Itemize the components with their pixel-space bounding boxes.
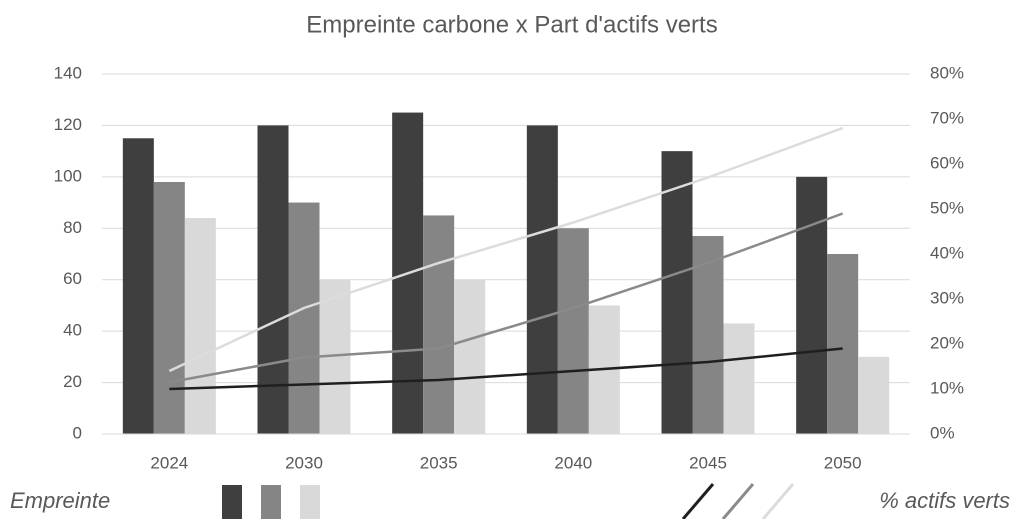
legend-line-key (721, 483, 755, 519)
legend-swatch (222, 485, 242, 519)
y-tick-label: 120 (54, 115, 82, 134)
bar (526, 125, 558, 434)
y-tick-label: 40 (63, 321, 82, 340)
bar (288, 202, 320, 434)
bar (827, 254, 859, 434)
x-tick-label: 2050 (824, 453, 862, 472)
y-tick-label: 100 (54, 166, 82, 185)
bar (661, 151, 693, 434)
legend-line-key (761, 483, 795, 519)
y2-tick-label: 40% (930, 243, 964, 262)
bar (257, 125, 289, 434)
bar (557, 228, 589, 434)
line (169, 347, 843, 391)
bar (796, 176, 828, 434)
bar (858, 356, 890, 434)
y2-tick-label: 30% (930, 288, 964, 307)
bar (122, 138, 154, 435)
x-tick-label: 2035 (420, 453, 458, 472)
legend-lines-label: % actifs verts (879, 488, 1010, 513)
x-tick-label: 2040 (554, 453, 592, 472)
y2-tick-label: 0% (930, 423, 955, 442)
x-tick-label: 2030 (285, 453, 323, 472)
bar (723, 323, 755, 434)
y2-tick-label: 10% (930, 378, 964, 397)
bar (692, 236, 724, 434)
legend-line-key (681, 483, 715, 519)
bar (153, 182, 185, 434)
x-tick-label: 2045 (689, 453, 727, 472)
line (169, 212, 844, 384)
y-tick-label: 60 (63, 269, 82, 288)
y-tick-label: 0 (73, 423, 82, 442)
y-tick-label: 20 (63, 372, 82, 391)
y2-tick-label: 80% (930, 63, 964, 82)
bar (184, 218, 216, 434)
bar (454, 279, 486, 434)
bar (423, 215, 455, 434)
legend-bars-label: Empreinte (10, 488, 110, 513)
x-tick-label: 2024 (150, 453, 188, 472)
y2-tick-label: 20% (930, 333, 964, 352)
y2-tick-label: 50% (930, 198, 964, 217)
y2-tick-label: 70% (930, 108, 964, 127)
legend-swatch (300, 485, 320, 519)
y-tick-label: 80 (63, 218, 82, 237)
y-tick-label: 140 (54, 63, 82, 82)
y2-tick-label: 60% (930, 153, 964, 172)
line (168, 126, 844, 373)
chart-title: Empreinte carbone x Part d'actifs verts (306, 11, 717, 38)
legend-swatch (261, 485, 281, 519)
